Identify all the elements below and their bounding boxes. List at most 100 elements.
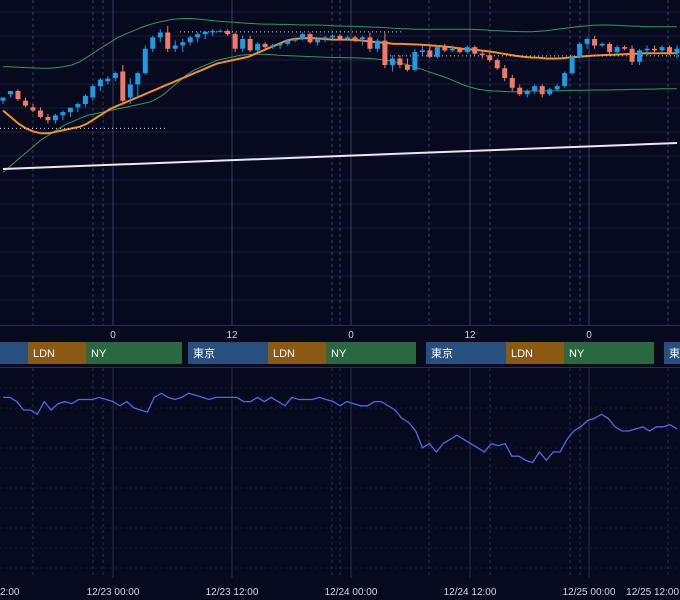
candle-body [195, 34, 201, 38]
candle-body [150, 37, 156, 49]
candle-body [105, 78, 111, 82]
candle-body [337, 35, 343, 39]
session-label-tokyo: 東京 [431, 346, 453, 360]
candle-body [75, 104, 81, 108]
oscillator-chart [3, 392, 678, 464]
candle-body [397, 58, 403, 65]
hour-tick-label: 12 [226, 330, 238, 341]
hour-tick-label: 0 [110, 330, 116, 341]
candle-body [359, 37, 365, 39]
candle-body [502, 68, 508, 78]
candle-body [180, 42, 186, 46]
hour-tick-label: 0 [586, 330, 592, 341]
candle-body [584, 39, 590, 44]
candle-body [659, 47, 665, 51]
session-label-london: LDN [273, 348, 295, 360]
candle-body [472, 47, 478, 54]
date-tick-label: 12/23 12:00 [206, 587, 259, 598]
long-ma-line [2, 142, 678, 170]
candle-body [255, 43, 261, 51]
candle-body [509, 78, 515, 88]
candle-body [322, 37, 328, 39]
session-block-tokyo [188, 342, 268, 364]
candle-body [172, 45, 178, 49]
candle-body [262, 43, 268, 48]
candle-body [592, 39, 598, 46]
candle-body [187, 37, 193, 43]
candle-body [479, 53, 485, 56]
candle-body [487, 55, 493, 61]
candle-body [120, 71, 126, 101]
candle-body [569, 56, 575, 74]
candle-body [554, 86, 560, 90]
candle-body [404, 65, 410, 70]
candle-body [427, 50, 433, 57]
session-block-london [506, 342, 564, 364]
candle-body [374, 40, 380, 49]
hour-axis: 0 12 0 12 0 [110, 330, 592, 341]
candle-body [247, 39, 253, 51]
session-label-tokyo: 東京 [193, 346, 215, 360]
candle-body [15, 91, 21, 100]
candle-body [352, 37, 358, 39]
session-label-ny: NY [569, 348, 585, 360]
candle-body [434, 47, 440, 57]
candle-body [22, 100, 28, 106]
candle-body [270, 45, 276, 48]
session-label-london: LDN [511, 348, 533, 360]
candle-body [562, 73, 568, 87]
candle-body [629, 48, 635, 62]
candle-body [277, 43, 283, 46]
session-block-tokyo [664, 342, 680, 364]
candle-body [674, 48, 680, 54]
oscillator-line [3, 392, 678, 464]
candle-body [90, 86, 96, 98]
candle-body [37, 110, 43, 117]
candle-body [442, 47, 448, 51]
candle-body [307, 34, 313, 43]
session-label-london: LDN [33, 348, 55, 360]
candle-body [165, 32, 171, 49]
date-tick-label: 12/24 00:00 [325, 587, 378, 598]
candle-body [494, 60, 500, 69]
candle-body [614, 47, 620, 52]
price-chart [0, 17, 680, 173]
candle-body [97, 79, 103, 87]
date-tick-label: 12/25 00:00 [563, 587, 616, 598]
candle-body [0, 97, 6, 101]
session-label-tokyo: 東京 [669, 346, 680, 360]
candle-body [82, 95, 88, 104]
candle-body [315, 39, 321, 43]
candle-body [599, 43, 605, 46]
candle-body [652, 48, 658, 51]
candle-body [45, 117, 51, 121]
candle-body [344, 37, 350, 39]
session-block-ny [86, 342, 182, 364]
session-block-ny [564, 342, 654, 364]
hour-tick-label: 0 [348, 330, 354, 341]
date-axis: 2:00 12/23 00:00 12/23 12:00 12/24 00:00 12/… [0, 587, 679, 598]
session-block-tokyo [0, 342, 28, 364]
candle-body [67, 107, 73, 113]
candle-body [419, 50, 425, 52]
candle-body [240, 39, 246, 49]
candle-body [135, 73, 141, 85]
hour-tick-label: 12 [464, 330, 476, 341]
date-tick-label: 12/23 00:00 [87, 587, 140, 598]
session-label-ny: NY [91, 348, 107, 360]
candle-body [157, 32, 163, 38]
candle-body [202, 31, 208, 35]
candle-body [30, 107, 36, 111]
candle-body [622, 47, 628, 49]
candle-body [457, 48, 463, 52]
session-label-ny: NY [331, 348, 347, 360]
candle-body [464, 47, 470, 52]
candle-body [524, 91, 530, 95]
candle-body [127, 84, 133, 98]
candle-body [300, 34, 306, 39]
candle-body [225, 30, 231, 35]
candle-body [217, 30, 223, 32]
candle-body [142, 48, 148, 74]
session-bar: LDN NY 東京 LDN NY 東京 LDN NY 東京 [0, 342, 680, 364]
